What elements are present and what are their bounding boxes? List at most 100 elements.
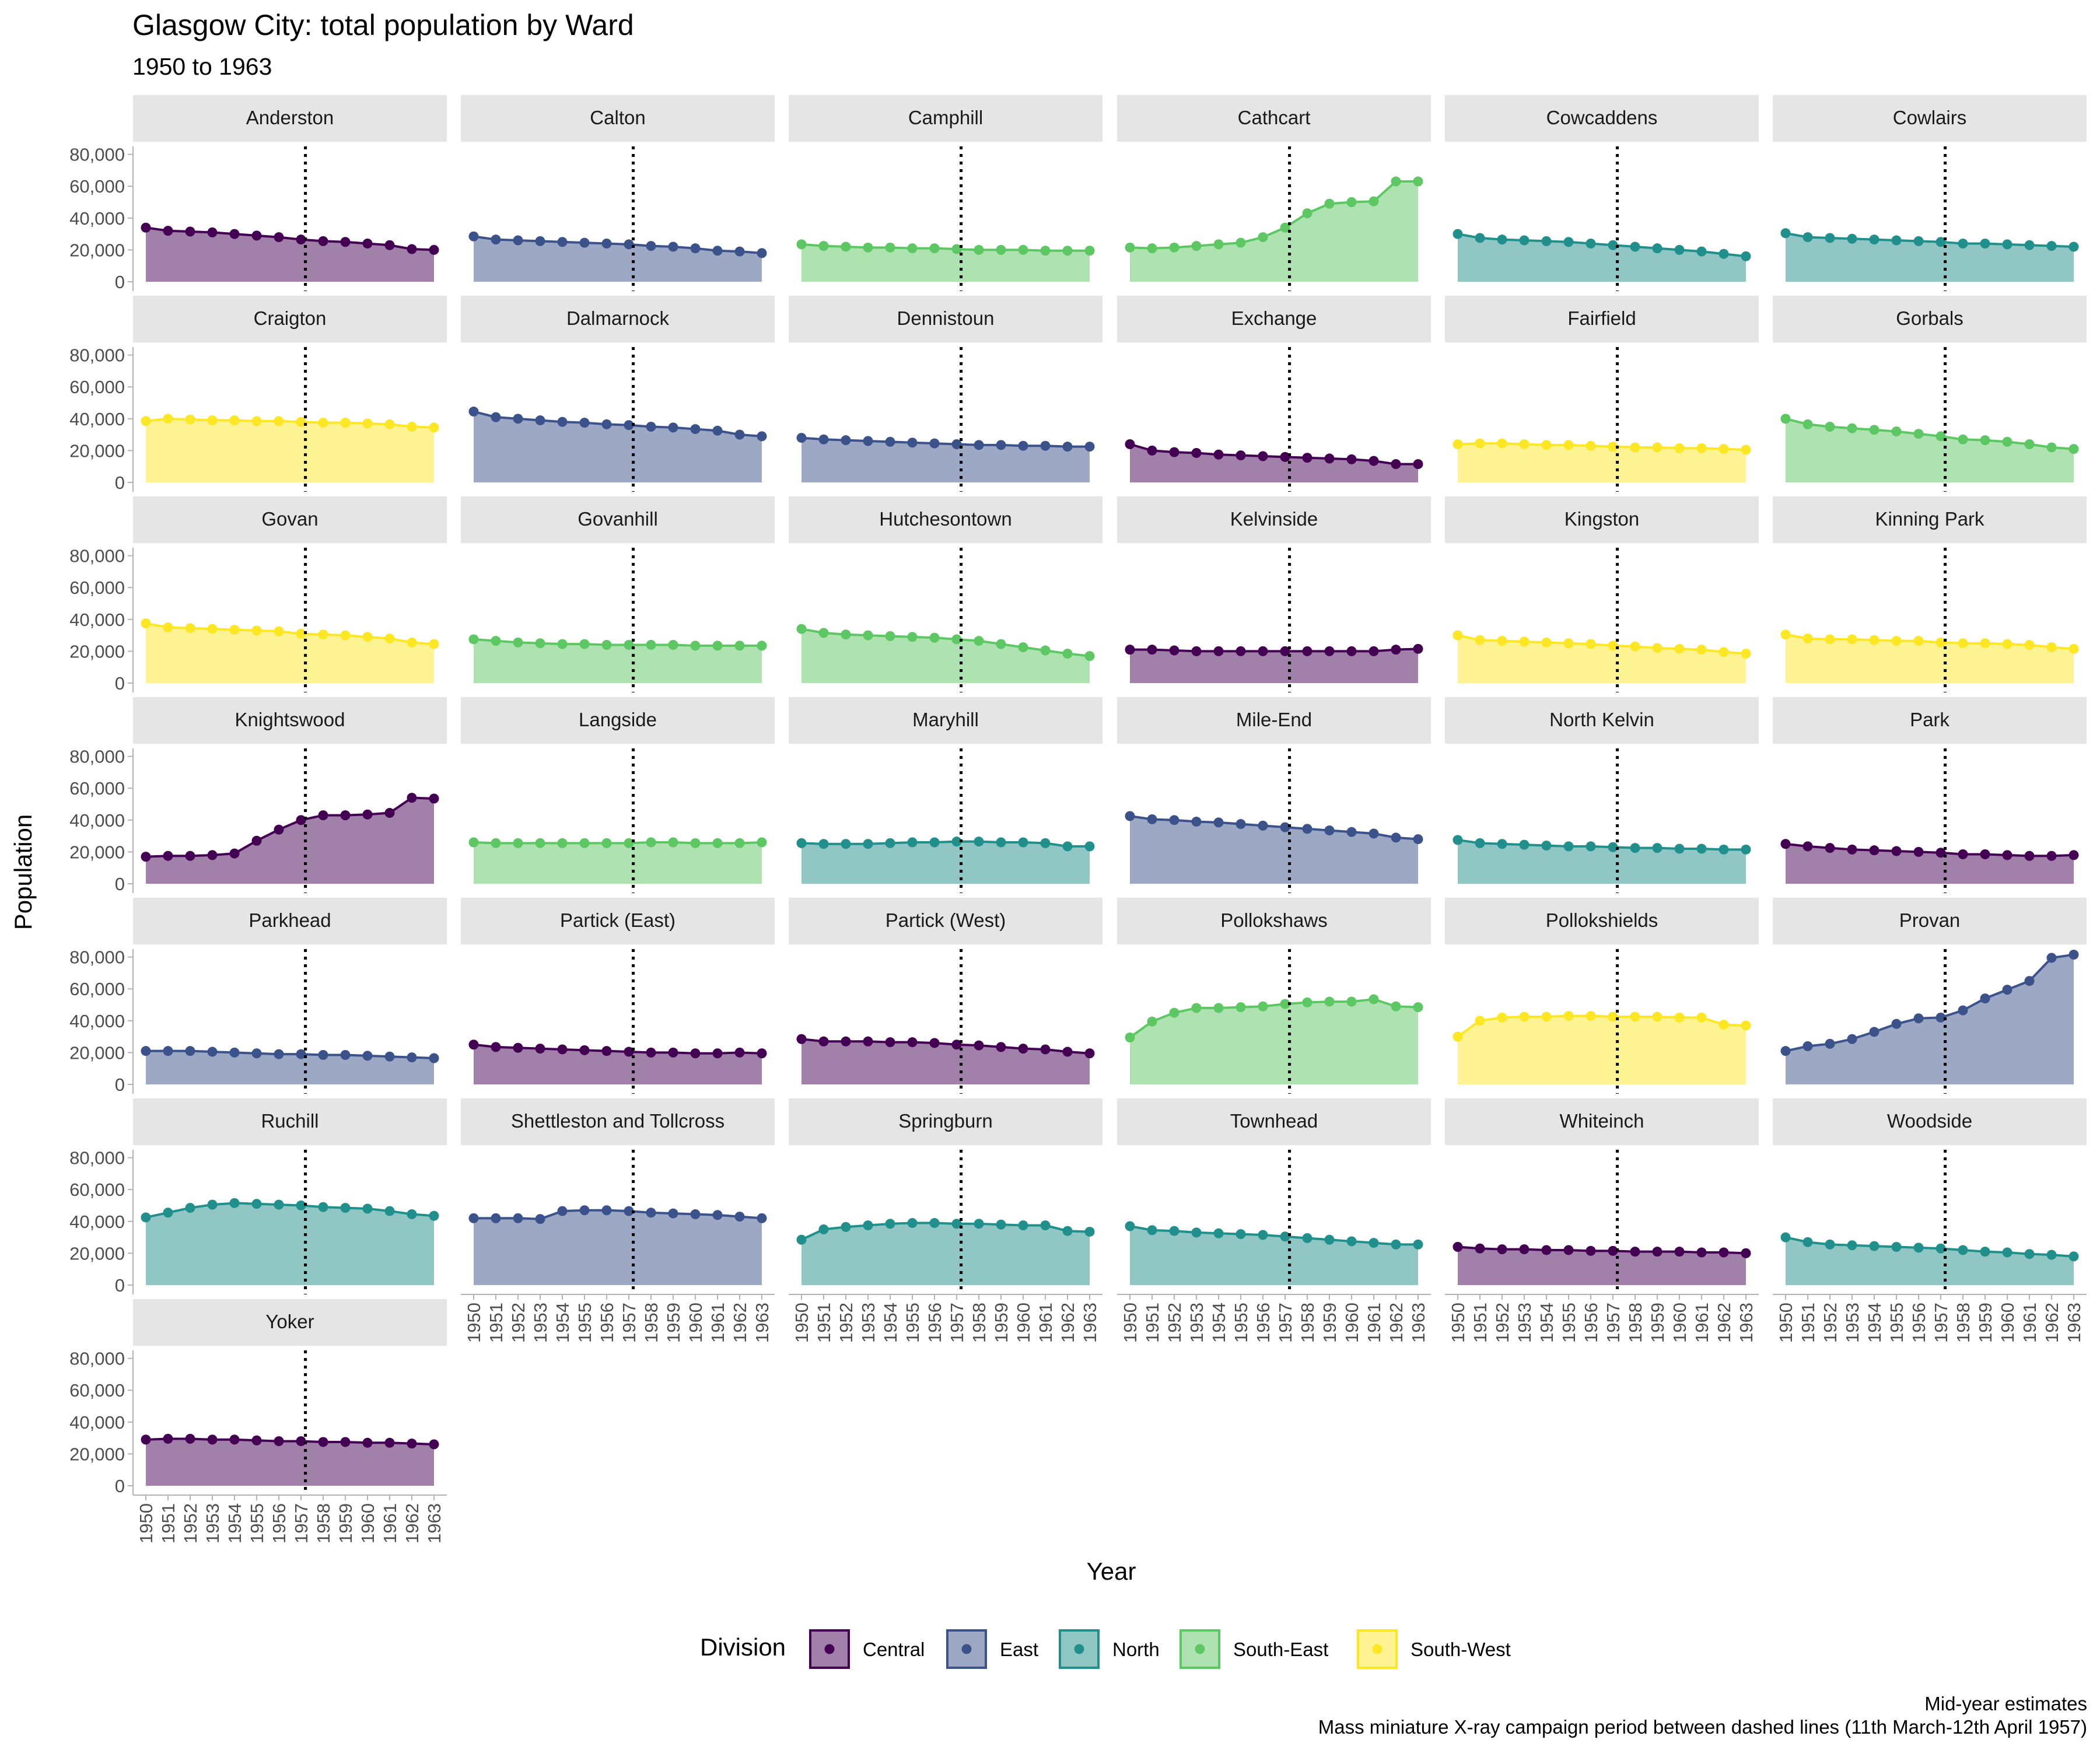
- facet-label: Craigton: [254, 307, 327, 329]
- data-point: [1280, 646, 1290, 656]
- data-point: [1062, 246, 1073, 256]
- data-point: [1980, 435, 1990, 446]
- x-tick-label: 1957: [1603, 1303, 1623, 1343]
- data-point: [1040, 440, 1051, 451]
- data-point: [1825, 1038, 1835, 1049]
- data-point: [274, 232, 284, 243]
- data-point: [535, 415, 545, 426]
- data-point: [1413, 834, 1423, 845]
- data-point: [362, 1437, 373, 1448]
- data-point: [1780, 1232, 1791, 1242]
- data-point: [1413, 1002, 1423, 1013]
- data-point: [1368, 828, 1379, 839]
- facet-label: North Kelvin: [1549, 709, 1654, 730]
- data-point: [646, 1047, 656, 1058]
- data-point: [1413, 459, 1423, 470]
- data-point: [185, 1203, 195, 1213]
- data-point: [1084, 841, 1095, 852]
- x-tick-label: 1953: [202, 1503, 223, 1544]
- data-point: [340, 418, 351, 428]
- data-point: [163, 1433, 173, 1444]
- y-tick-label: 20,000: [69, 842, 125, 862]
- facet-label: Whiteinch: [1560, 1110, 1644, 1132]
- data-point: [1213, 1003, 1224, 1013]
- area-series: [1130, 816, 1418, 884]
- x-tick-label: 1959: [1320, 1303, 1340, 1343]
- data-point: [1475, 635, 1485, 645]
- data-point: [996, 837, 1006, 848]
- y-tick-label: 60,000: [69, 979, 125, 999]
- data-point: [296, 628, 306, 639]
- data-point: [1891, 636, 1902, 646]
- facet-panel: Pollokshields: [1445, 898, 1759, 1094]
- facet-label: Calton: [590, 107, 645, 128]
- data-point: [1213, 817, 1224, 828]
- data-point: [1346, 996, 1357, 1007]
- data-point: [1608, 842, 1618, 852]
- data-point: [1452, 439, 1463, 449]
- x-tick-label: 1961: [708, 1303, 728, 1343]
- data-point: [1147, 645, 1157, 655]
- data-point: [929, 632, 940, 643]
- data-point: [1803, 232, 1813, 243]
- data-point: [318, 810, 328, 821]
- data-point: [1302, 997, 1312, 1007]
- data-point: [207, 1046, 218, 1057]
- facet-label: Dalmarnock: [566, 307, 670, 329]
- x-tick-label: 1952: [508, 1303, 528, 1343]
- data-point: [818, 628, 829, 638]
- data-point: [929, 837, 940, 848]
- data-point: [1696, 645, 1707, 655]
- data-point: [796, 624, 807, 634]
- data-point: [818, 839, 829, 849]
- data-point: [1346, 646, 1357, 656]
- data-point: [296, 416, 306, 427]
- data-point: [796, 1034, 807, 1044]
- data-point: [1324, 996, 1335, 1007]
- facet-strip: [133, 296, 447, 342]
- data-point: [579, 1045, 590, 1055]
- facet-label: Mile-End: [1236, 709, 1312, 730]
- data-point: [1280, 452, 1290, 462]
- data-point: [2024, 976, 2035, 986]
- data-point: [885, 242, 895, 253]
- data-point: [429, 1210, 439, 1221]
- data-point: [318, 418, 328, 428]
- facet-panel: North Kelvin: [1445, 697, 1759, 893]
- data-point: [1236, 819, 1246, 830]
- facet-strip: [1445, 496, 1759, 543]
- data-point: [1018, 1220, 1028, 1231]
- facet-label: Shettleston and Tollcross: [511, 1110, 724, 1132]
- data-point: [491, 636, 501, 646]
- data-point: [1236, 1002, 1246, 1013]
- facet-label: Cowcaddens: [1546, 107, 1658, 128]
- data-point: [429, 422, 439, 433]
- data-point: [1147, 814, 1157, 824]
- data-point: [712, 1048, 723, 1059]
- facet-strip: [1445, 1098, 1759, 1145]
- facet-strip: [1773, 95, 2087, 142]
- data-point: [1236, 646, 1246, 656]
- data-point: [1062, 649, 1073, 659]
- data-point: [951, 439, 962, 449]
- legend-key-point: [1195, 1644, 1205, 1654]
- x-tick-label: 1961: [1364, 1303, 1384, 1343]
- facet-panel: Hutchesontown: [789, 496, 1102, 692]
- area-series: [474, 236, 762, 282]
- data-point: [1169, 1226, 1180, 1236]
- data-point: [163, 226, 173, 236]
- data-point: [1652, 643, 1662, 653]
- x-tick-label: 1955: [1887, 1303, 1907, 1343]
- x-tick-label: 1957: [1275, 1303, 1296, 1343]
- data-point: [1084, 246, 1095, 256]
- area-series: [802, 1223, 1090, 1285]
- legend-key-point: [1074, 1644, 1084, 1654]
- data-point: [384, 240, 395, 250]
- facet-panel: Partick (West): [789, 898, 1102, 1094]
- data-point: [1346, 1236, 1357, 1247]
- area-series: [146, 228, 434, 282]
- data-point: [1452, 1241, 1463, 1252]
- data-point: [974, 636, 984, 646]
- data-point: [1147, 1225, 1157, 1236]
